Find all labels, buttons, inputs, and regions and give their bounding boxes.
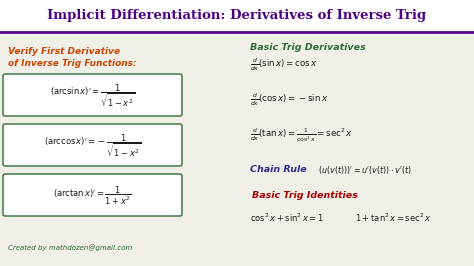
Text: $\frac{d}{dx}(\tan x) = \frac{1}{\cos^2 x} = \sec^2 x$: $\frac{d}{dx}(\tan x) = \frac{1}{\cos^2 … bbox=[250, 126, 353, 144]
Text: of Inverse Trig Functions:: of Inverse Trig Functions: bbox=[8, 59, 137, 68]
Text: Basic Trig Derivatives: Basic Trig Derivatives bbox=[250, 43, 366, 52]
Text: Verify First Derivative: Verify First Derivative bbox=[8, 47, 120, 56]
FancyBboxPatch shape bbox=[3, 174, 182, 216]
Text: Basic Trig Identities: Basic Trig Identities bbox=[252, 192, 358, 201]
Text: Chain Rule: Chain Rule bbox=[250, 165, 307, 174]
Text: $(u(v(t)))' = u'(v(t)) \cdot v'(t)$: $(u(v(t)))' = u'(v(t)) \cdot v'(t)$ bbox=[318, 164, 412, 176]
Text: $(\arctan x)' = \dfrac{1}{1+x^2}$: $(\arctan x)' = \dfrac{1}{1+x^2}$ bbox=[53, 185, 132, 207]
Text: $(\arccos x)' = -\dfrac{1}{\sqrt{1-x^2}}$: $(\arccos x)' = -\dfrac{1}{\sqrt{1-x^2}}… bbox=[44, 132, 141, 160]
Text: $\frac{d}{dx}(\sin x) = \cos x$: $\frac{d}{dx}(\sin x) = \cos x$ bbox=[250, 57, 318, 73]
Bar bbox=[0, 0, 474, 32]
FancyBboxPatch shape bbox=[3, 124, 182, 166]
Text: Implicit Differentiation: Derivatives of Inverse Trig: Implicit Differentiation: Derivatives of… bbox=[47, 9, 427, 22]
Text: $(\arcsin x)' = \dfrac{1}{\sqrt{1-x^2}}$: $(\arcsin x)' = \dfrac{1}{\sqrt{1-x^2}}$ bbox=[50, 82, 135, 110]
Text: $1 + \tan^2 x = \sec^2 x$: $1 + \tan^2 x = \sec^2 x$ bbox=[355, 212, 431, 224]
Text: $\frac{d}{dx}(\cos x) = -\sin x$: $\frac{d}{dx}(\cos x) = -\sin x$ bbox=[250, 92, 328, 108]
Text: $\cos^2 x + \sin^2 x = 1$: $\cos^2 x + \sin^2 x = 1$ bbox=[250, 212, 324, 224]
FancyBboxPatch shape bbox=[3, 74, 182, 116]
Text: Created by mathdozen@gmail.com: Created by mathdozen@gmail.com bbox=[8, 245, 132, 251]
